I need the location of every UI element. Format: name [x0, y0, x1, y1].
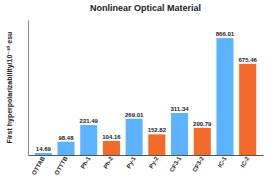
chart: Nonlinear Optical Material 14.69 98.48 221.… [0, 0, 269, 189]
data-label: 104.16 [102, 134, 121, 140]
x-tick: CF3-2 [191, 155, 205, 173]
data-label: 14.69 [36, 146, 52, 152]
bar [103, 141, 120, 155]
data-label: 152.82 [148, 127, 167, 133]
x-tick-label: CF3-1 [169, 155, 183, 173]
y-axis [28, 21, 29, 156]
x-tick-label: OTTAB [31, 155, 47, 176]
bar [171, 113, 188, 155]
data-label: 311.34 [171, 106, 190, 112]
x-tick-label: Py-2 [148, 155, 160, 170]
data-labels: 14.69 98.48 221.49 104.16 269.01 152.82 311.34… [36, 31, 258, 152]
x-tick-label: Ph-2 [102, 155, 114, 170]
bar [216, 38, 233, 155]
data-label: 221.49 [80, 118, 99, 124]
bar [126, 119, 143, 155]
x-tick: OTTAB [31, 155, 47, 176]
x-tick: IC-2 [239, 155, 250, 168]
x-tick-label: CF3-2 [191, 155, 205, 173]
bar [58, 142, 75, 155]
x-tick: Py-1 [125, 155, 137, 170]
y-axis-title: First hyperpolarizability/10⁻³⁰ esu [6, 32, 14, 144]
x-tick-label: IC-2 [239, 155, 250, 168]
bar [148, 134, 165, 155]
x-tick: Ph-2 [102, 155, 114, 170]
data-label: 200.79 [193, 121, 212, 127]
title: Nonlinear Optical Material [90, 3, 201, 13]
bar [239, 64, 256, 155]
data-label: 98.48 [59, 135, 75, 141]
x-tick-label: Py-1 [125, 155, 137, 170]
plot: 14.69 98.48 221.49 104.16 269.01 152.82 311.34… [29, 21, 264, 177]
x-tick: Ph-1 [80, 155, 92, 170]
x-axis: OTTAB OTTTB Ph-1 Ph-2 Py-1 Py-2 CF3-1 CF3-2 IC-1… [29, 155, 264, 176]
y-axis-line [28, 21, 29, 156]
data-label: 269.01 [125, 112, 144, 118]
x-tick-label: IC-1 [217, 155, 228, 168]
data-label: 866.01 [216, 31, 235, 37]
x-tick: OTTTB [54, 155, 70, 176]
bars [35, 38, 256, 155]
x-tick-label: Ph-1 [80, 155, 92, 170]
bar [80, 125, 97, 155]
x-tick-label: OTTTB [54, 155, 70, 176]
data-label: 675.46 [238, 57, 257, 63]
x-tick: CF3-1 [169, 155, 183, 173]
bar [194, 128, 211, 155]
x-tick: Py-2 [148, 155, 160, 170]
x-tick: IC-1 [217, 155, 228, 168]
bar [35, 153, 52, 155]
